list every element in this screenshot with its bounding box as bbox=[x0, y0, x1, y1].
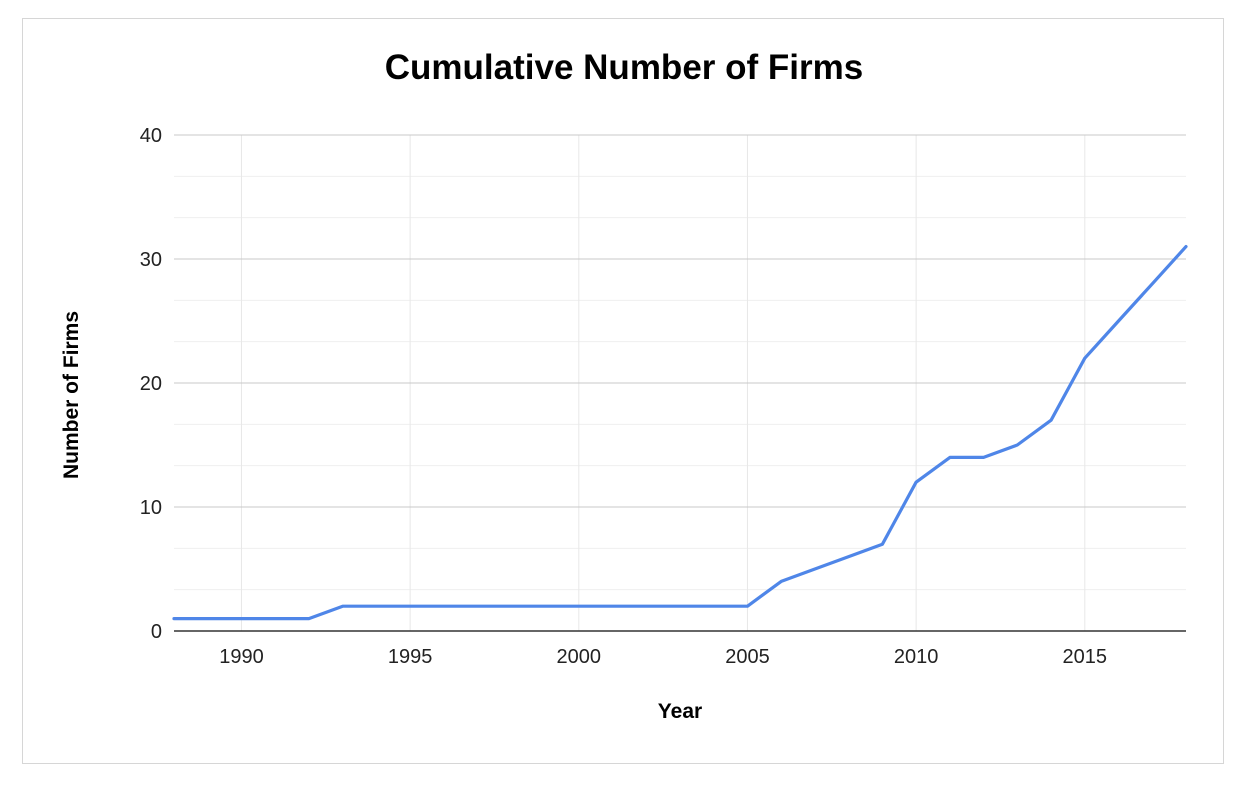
y-tick-label: 40 bbox=[140, 125, 162, 147]
chart-title: Cumulative Number of Firms bbox=[384, 48, 864, 87]
y-tick-label: 30 bbox=[140, 249, 162, 271]
x-tick-label: 2015 bbox=[1063, 646, 1108, 668]
tick-labels: 0 10 20 30 40 1990 1995 2000 2005 2010 2015 bbox=[140, 125, 1107, 668]
x-tick-label: 2005 bbox=[725, 646, 770, 668]
y-tick-label: 0 bbox=[151, 621, 162, 643]
grid-lines bbox=[174, 134, 1186, 631]
y-tick-label: 20 bbox=[140, 373, 162, 395]
x-tick-label: 2010 bbox=[894, 646, 939, 668]
series-line bbox=[172, 245, 1188, 621]
x-tick-label: 1990 bbox=[219, 646, 264, 668]
x-tick-label: 1995 bbox=[388, 646, 433, 668]
series-lines bbox=[172, 245, 1188, 621]
x-tick-label: 2000 bbox=[557, 646, 602, 668]
y-tick-label: 10 bbox=[140, 497, 162, 519]
chart-frame bbox=[22, 18, 1224, 764]
x-axis-label: Year bbox=[657, 700, 703, 723]
